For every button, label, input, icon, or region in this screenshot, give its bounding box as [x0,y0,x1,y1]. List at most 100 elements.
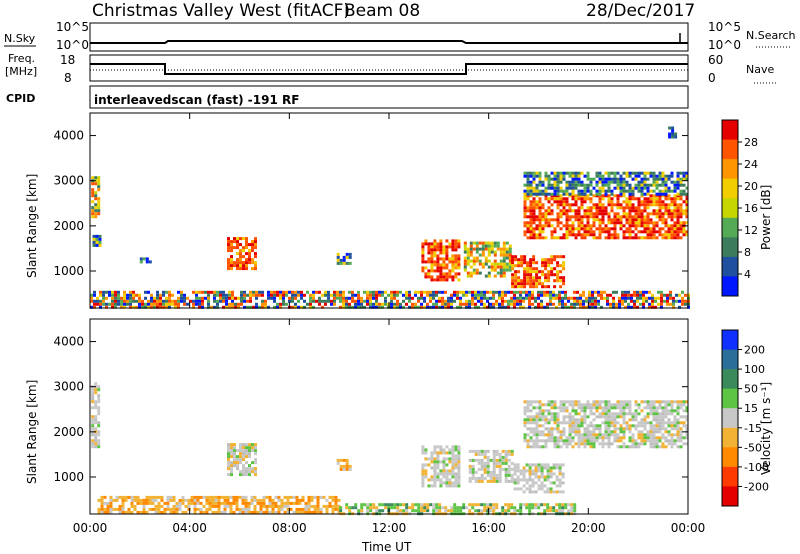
power-cell [672,296,675,300]
velocity-cell [625,403,629,407]
velocity-cell [583,406,587,410]
power-cell [195,296,198,300]
power-cell [219,290,222,294]
power-cell [553,192,557,196]
velocity-cell [248,455,251,459]
power-cell [445,251,449,255]
power-cell [640,177,644,181]
power-cell [463,265,467,269]
velocity-cell [601,445,605,449]
power-cell [586,189,590,193]
velocity-cell [562,421,566,425]
velocity-cell [589,436,593,440]
velocity-cell [607,439,611,443]
power-cell [242,264,245,268]
velocity-cell [507,503,511,507]
velocity-cell [230,455,233,459]
power-cell [676,197,680,201]
power-cell [273,290,276,294]
power-cell [646,192,650,196]
power-cell [505,262,509,266]
velocity-cell [492,452,496,456]
power-cell [423,290,426,294]
power-cell [487,244,491,248]
velocity-cell [583,439,587,443]
velocity-cell [574,403,578,407]
velocity-cell [265,510,269,514]
velocity-cell [574,418,578,422]
velocity-cell [607,430,611,434]
power-cell [421,242,425,246]
velocity-cell [558,503,562,507]
velocity-cell [544,433,548,437]
power-cell [555,296,558,300]
velocity-cell [607,406,611,410]
velocity-cell [541,403,545,407]
velocity-cell [507,470,511,474]
power-cell [433,251,437,255]
power-cell [679,212,683,216]
power-cell [642,299,645,303]
power-cell [94,182,98,186]
power-cell [591,302,594,306]
velocity-cell [142,507,146,511]
velocity-cell [592,427,596,431]
power-cell [568,174,572,178]
velocity-cell [172,495,176,499]
power-cell [616,171,620,175]
freq-trace [90,63,688,75]
velocity-cell [544,403,548,407]
velocity-cell [544,442,548,446]
velocity-cell [405,509,409,513]
power-cell [579,293,582,297]
power-cell [676,230,680,234]
power-cell [451,239,455,243]
velocity-cell [640,433,644,437]
power-cell [120,305,123,309]
power-cell [589,206,593,210]
velocity-cell [510,467,514,471]
power-cell [213,290,216,294]
power-cell [595,189,599,193]
velocity-cell [115,507,119,511]
power-cell [478,259,482,263]
power-cell [553,177,557,181]
power-cell [481,244,485,248]
velocity-cell [254,473,257,477]
velocity-cell [541,415,545,419]
power-cell [517,264,521,268]
power-cell [496,247,500,251]
power-cell [327,290,330,294]
velocity-cell [91,424,95,428]
velocity-cell [661,427,665,431]
velocity-cell [562,430,566,434]
power-cell [330,302,333,306]
velocity-cell [289,495,293,499]
velocity-cell [248,473,251,477]
velocity-cell [664,421,668,425]
power-cell [607,200,611,204]
velocity-cell [526,418,530,422]
power-cell [535,273,539,277]
power-cell [144,296,147,300]
velocity-cell [541,412,545,416]
power-cell [571,233,575,237]
power-cell [501,302,504,306]
velocity-cell [248,446,251,450]
power-cell [628,189,632,193]
power-cell [556,215,560,219]
velocity-cell [546,472,550,476]
power-cell [339,305,342,309]
power-cell [511,279,515,283]
velocity-cell [337,510,341,514]
velocity-cell [339,467,343,471]
velocity-ytick-label: 4000 [53,335,84,349]
power-cell [580,194,584,198]
velocity-cell [667,421,671,425]
power-cell [550,192,554,196]
power-cell [652,171,656,175]
power-cell [538,189,542,193]
power-cell [439,251,443,255]
power-cell [505,241,509,245]
velocity-cell [498,473,502,477]
